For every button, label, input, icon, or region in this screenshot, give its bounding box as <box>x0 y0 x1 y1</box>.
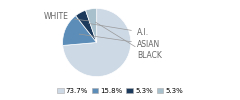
Text: ASIAN: ASIAN <box>79 34 160 49</box>
Legend: 73.7%, 15.8%, 5.3%, 5.3%: 73.7%, 15.8%, 5.3%, 5.3% <box>54 85 186 96</box>
Text: A.I.: A.I. <box>89 24 149 37</box>
Wedge shape <box>86 8 97 42</box>
Wedge shape <box>76 10 97 42</box>
Text: WHITE: WHITE <box>44 12 90 21</box>
Text: BLACK: BLACK <box>95 22 162 60</box>
Wedge shape <box>63 8 131 77</box>
Wedge shape <box>63 16 97 45</box>
